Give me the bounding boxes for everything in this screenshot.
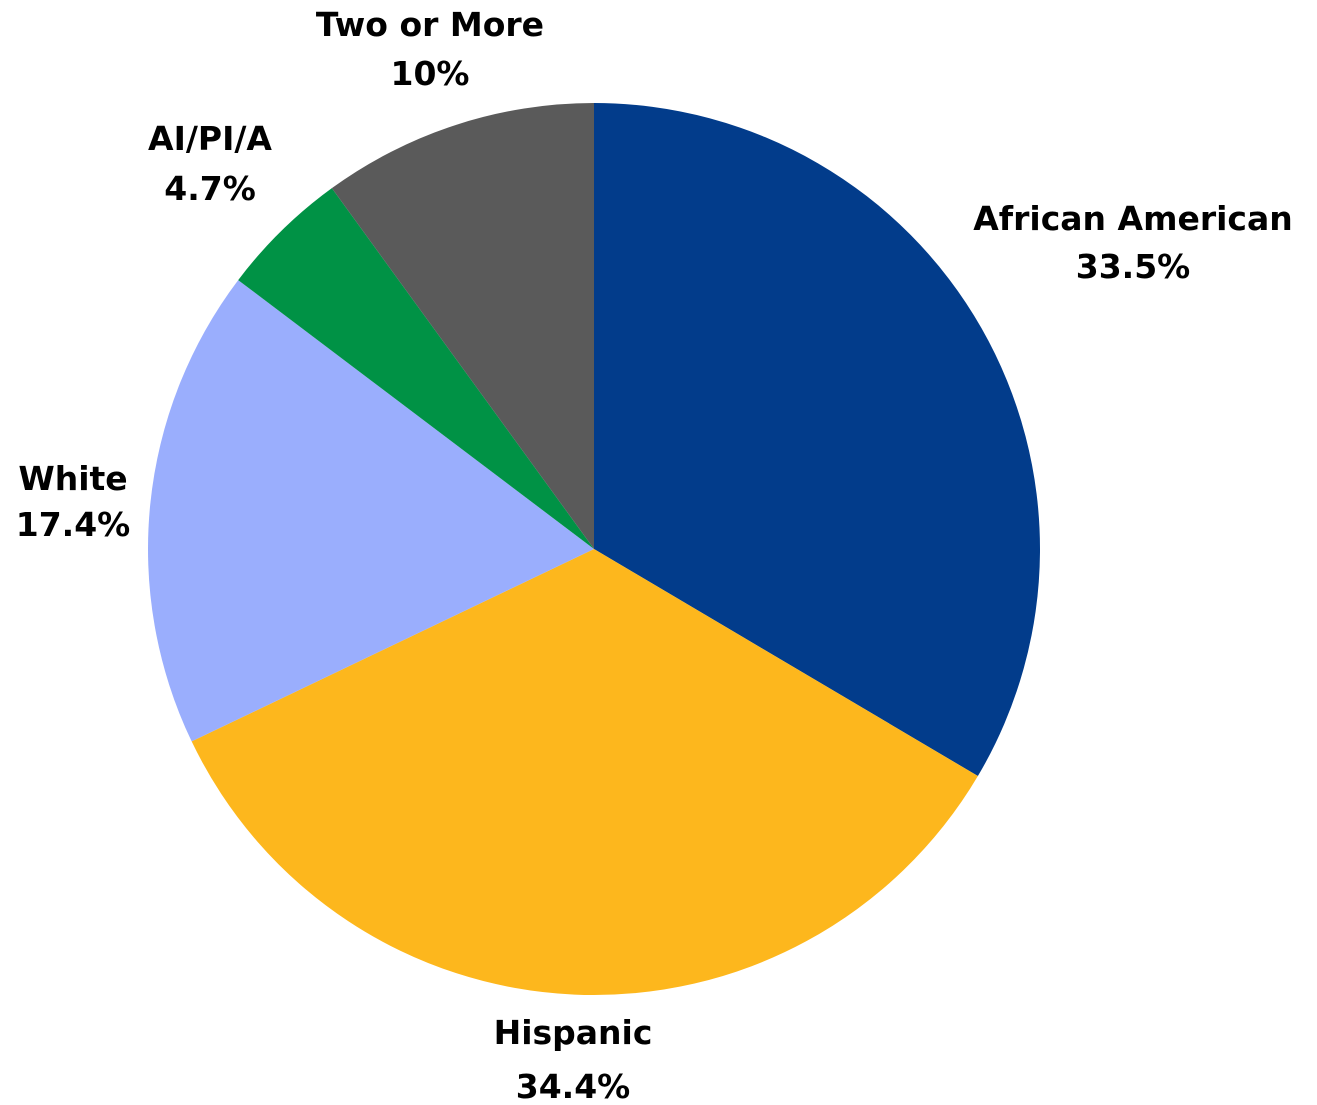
slice-name-label: White: [18, 459, 127, 498]
slice-value-label: 34.4%: [516, 1067, 631, 1105]
slice-value-label: 10%: [391, 54, 470, 93]
slice-name-label: Two or More: [316, 5, 544, 44]
slice-value-label: 4.7%: [164, 169, 256, 208]
pie-slices: [148, 103, 1041, 996]
slice-value-label: 33.5%: [1076, 247, 1191, 286]
pie-slice-white: [148, 280, 594, 742]
pie-slice-african-american: [594, 103, 1041, 777]
slice-value-label: 17.4%: [16, 505, 131, 544]
slice-name-label: Hispanic: [494, 1013, 653, 1052]
pie-slice-hispanic: [191, 549, 978, 996]
slice-name-label: AI/PI/A: [148, 119, 272, 158]
slice-name-label: African American: [973, 199, 1293, 238]
pie-slice-ai-pi-a: [238, 188, 594, 550]
slice-labels: African American 33.5% Hispanic 34.4% White 1…: [16, 5, 1293, 1105]
pie-slice-two-or-more: [331, 103, 594, 549]
